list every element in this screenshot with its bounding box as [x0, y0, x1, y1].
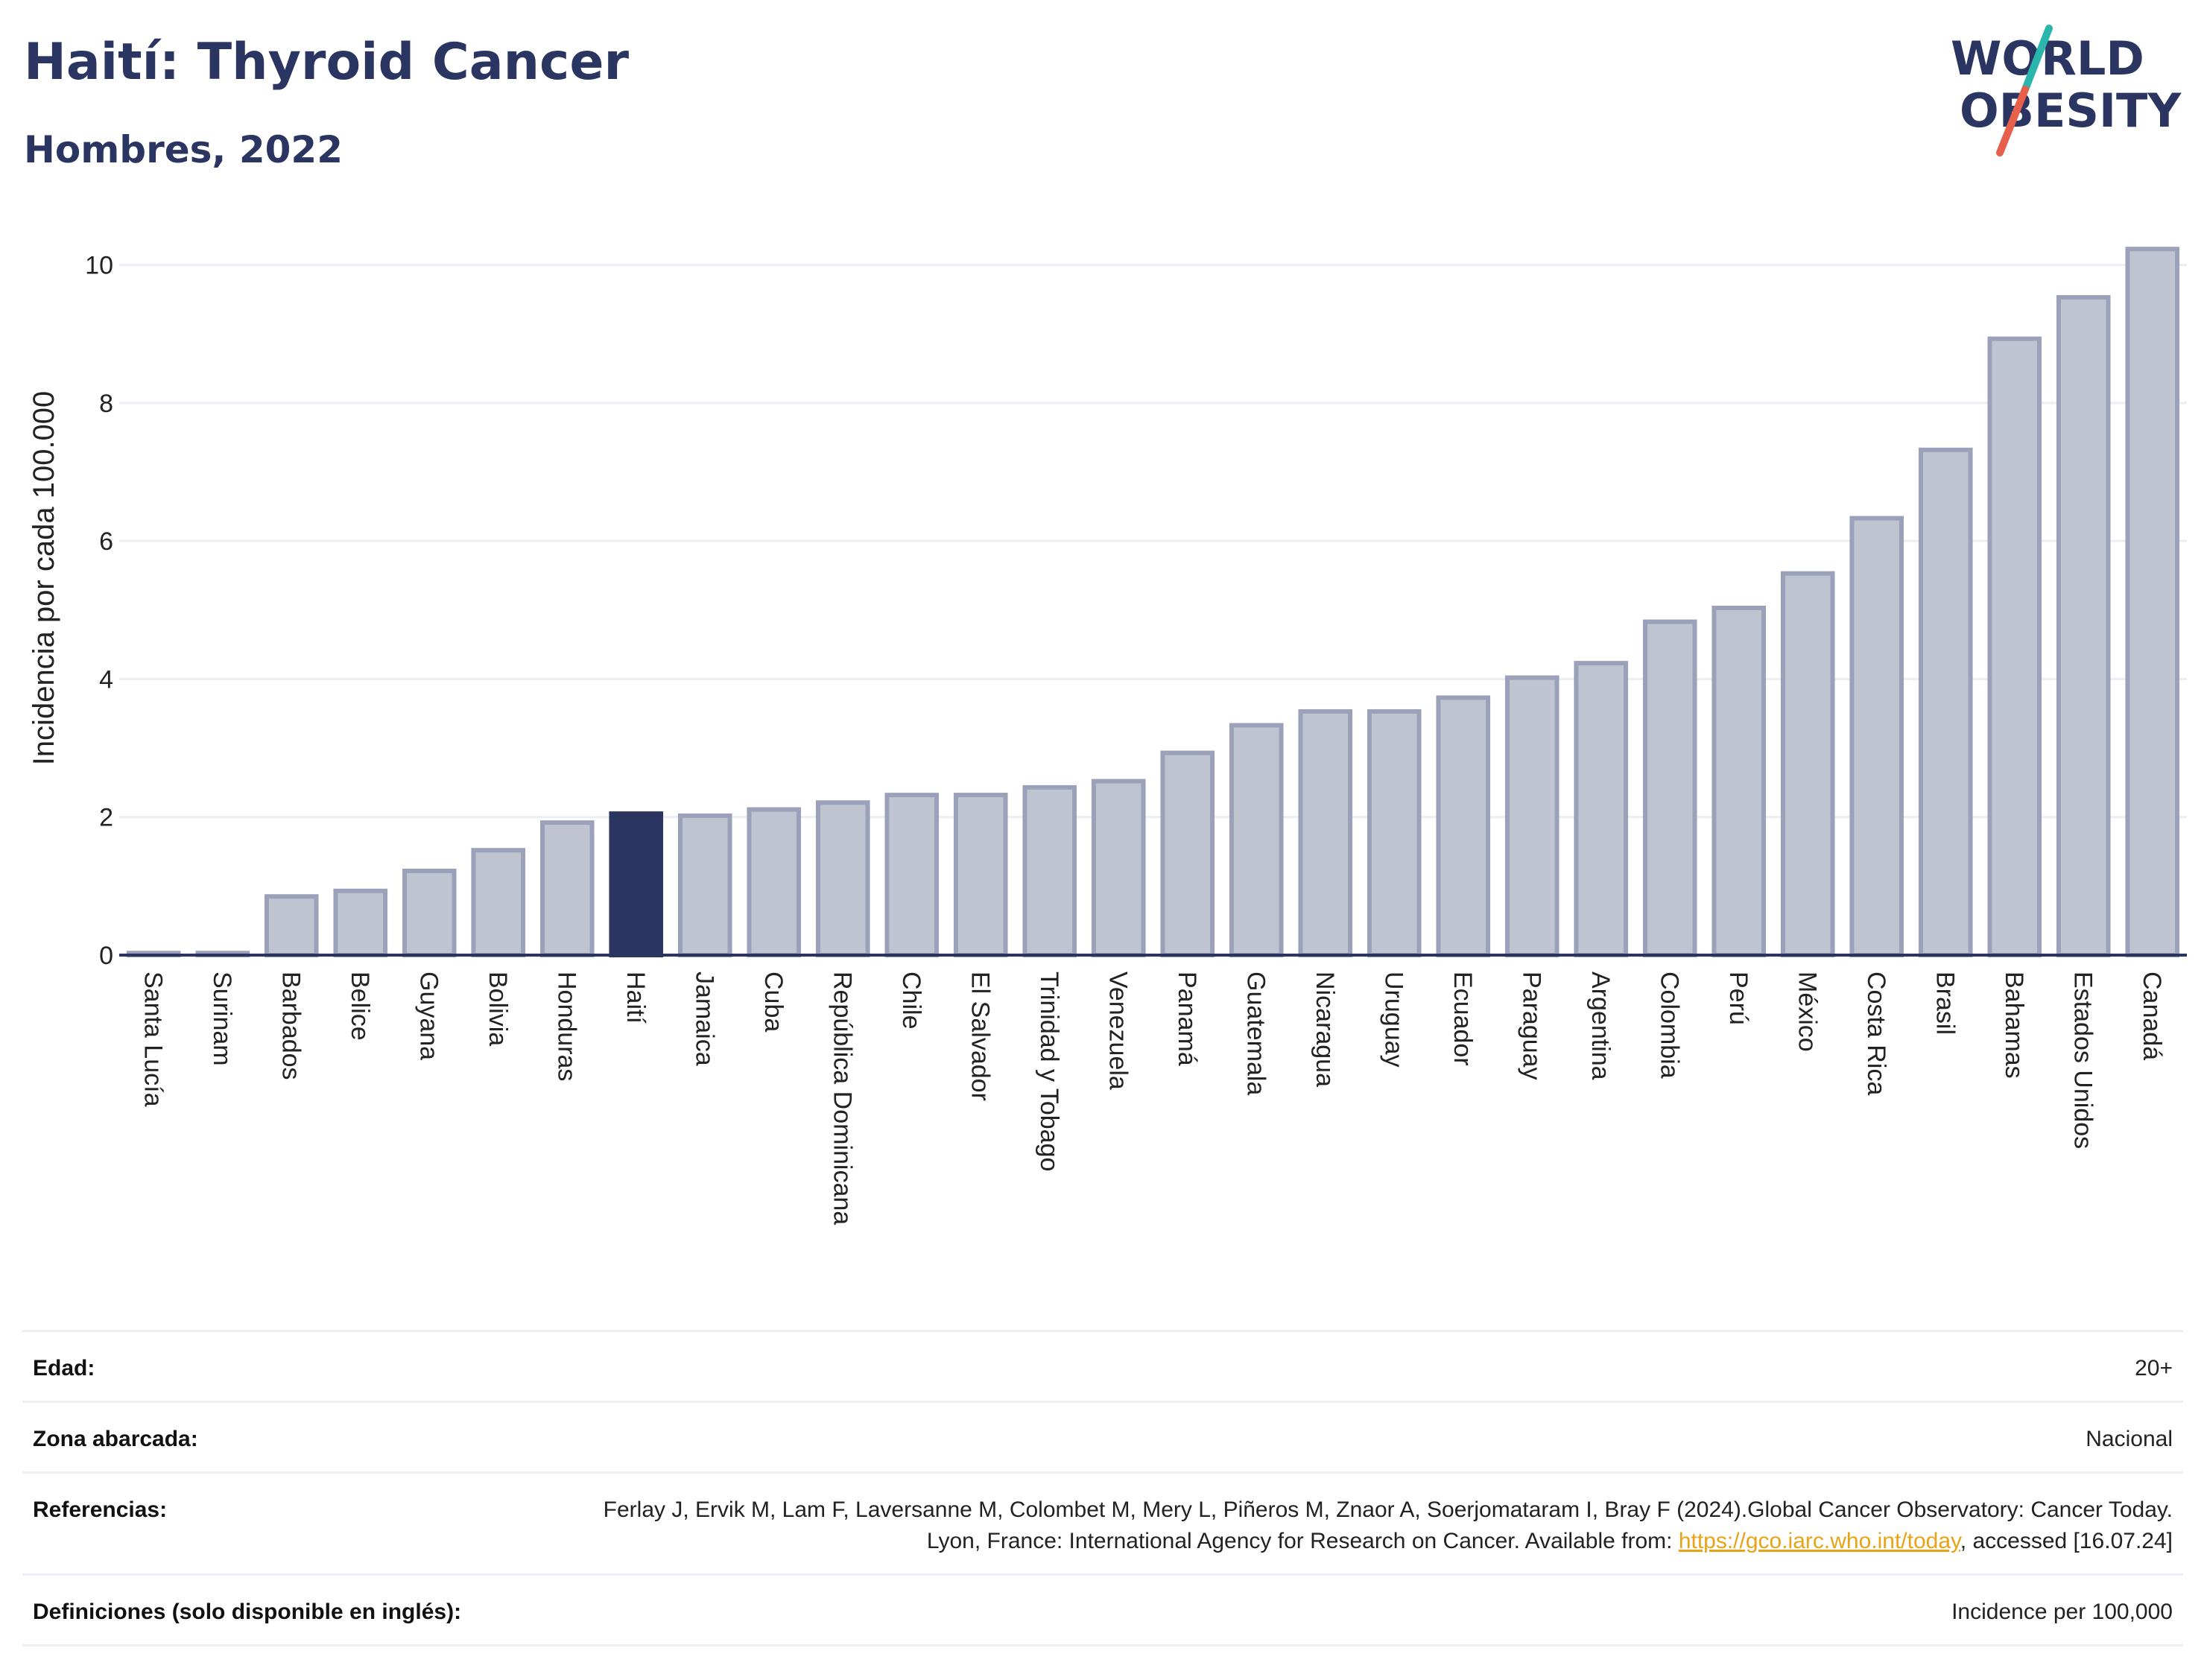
references-label: Referencias: [33, 1497, 168, 1522]
x-tick-label: Honduras [552, 971, 580, 1081]
x-tick-label: México [1793, 971, 1821, 1052]
x-tick-label: Bolivia [484, 971, 512, 1046]
references-value: Ferlay J, Ervik M, Lam F, Laversanne M, … [571, 1494, 2173, 1557]
bar [609, 811, 664, 958]
x-tick-label: Argentina [1586, 971, 1615, 1080]
bar [333, 888, 388, 957]
logo-line2: OBESITY [1960, 83, 2182, 138]
bar [677, 813, 732, 957]
x-tick-label: Jamaica [690, 971, 718, 1066]
bar [747, 807, 802, 957]
bar-chart: 0 2 4 6 8 10 Santa Lucía Surinam Barbados Belice… [28, 247, 2187, 1225]
y-tick-label: 6 [99, 527, 113, 556]
logo-slash-bottom [1996, 86, 2029, 156]
bar [1229, 723, 1284, 957]
x-tick-label: Estados Unidos [2068, 971, 2097, 1149]
y-axis-title: Incidencia por cada 100.000 [28, 391, 60, 766]
chart-subtitle: Hombres, 2022 [24, 128, 343, 171]
info-row-age: Edad: 20+ [22, 1330, 2183, 1401]
bars [126, 247, 2180, 958]
bar [1711, 606, 1767, 957]
x-tick-label: República Dominicana [828, 971, 856, 1225]
bar [815, 800, 870, 957]
x-tick-label: Trinidad y Tobago [1035, 971, 1063, 1171]
bar [1987, 336, 2042, 958]
bar [2056, 295, 2111, 957]
y-tick-label: 8 [99, 390, 113, 418]
x-tick-label: Barbados [276, 971, 305, 1080]
x-tick-label: Panamá [1173, 971, 1201, 1066]
y-tick-label: 10 [85, 252, 113, 280]
bar [1160, 750, 1215, 957]
definitions-label: Definiciones (solo disponible en inglés)… [33, 1600, 462, 1624]
bar [402, 868, 457, 958]
chart-title: Haití: Thyroid Cancer [24, 33, 629, 92]
area-value: Nacional [2086, 1427, 2173, 1451]
x-tick-label: Brasil [1931, 971, 1959, 1035]
x-tick-label: El Salvador [966, 971, 994, 1101]
references-tail: , accessed [16.07.24] [1960, 1529, 2173, 1553]
bar [1780, 571, 1835, 957]
world-obesity-logo: WORLD OBESITY [1951, 25, 2182, 156]
bar [1091, 779, 1146, 958]
x-tick-label: Nicaragua [1311, 971, 1339, 1087]
x-tick-label: Guyana [414, 971, 443, 1060]
bar [2125, 247, 2180, 957]
bar [884, 793, 940, 957]
bar [1918, 447, 1973, 957]
bar [953, 793, 1008, 957]
x-tick-label: Perú [1724, 971, 1752, 1025]
bar [1298, 709, 1353, 957]
x-axis-labels: Santa Lucía Surinam Barbados Belice Guyana Bo… [139, 971, 2166, 1225]
x-tick-label: Costa Rica [1862, 971, 1890, 1095]
x-tick-label: Ecuador [1448, 971, 1477, 1066]
age-label: Edad: [33, 1356, 95, 1381]
references-link[interactable]: https://gco.iarc.who.int/today [1678, 1529, 1960, 1553]
age-value: 20+ [2135, 1356, 2173, 1381]
bar [1642, 619, 1697, 957]
references-text: Ferlay J, Ervik M, Lam F, Laversanne M, … [603, 1497, 2173, 1553]
bar [1504, 675, 1559, 957]
bar [1022, 784, 1077, 957]
area-label: Zona abarcada: [33, 1427, 198, 1451]
info-row-area: Zona abarcada: Nacional [22, 1401, 2183, 1471]
bar [264, 894, 319, 958]
x-tick-label: Guatemala [1241, 971, 1270, 1095]
bar [1574, 661, 1629, 957]
x-tick-label: Haití [621, 971, 650, 1024]
x-tick-label: Colombia [1655, 971, 1683, 1079]
y-tick-label: 2 [99, 804, 113, 832]
x-tick-label: Chile [897, 971, 925, 1029]
grid-lines [119, 264, 2187, 819]
definitions-value: Incidence per 100,000 [1951, 1600, 2173, 1624]
x-tick-label: Venezuela [1103, 971, 1132, 1090]
bar [471, 848, 526, 958]
x-tick-label: Santa Lucía [139, 971, 167, 1107]
x-tick-label: Surinam [208, 971, 236, 1066]
y-tick-label: 0 [99, 942, 113, 970]
x-tick-label: Canadá [2138, 971, 2166, 1060]
x-tick-label: Belice [346, 971, 374, 1041]
x-tick-label: Uruguay [1379, 971, 1407, 1068]
logo-slash-top [2021, 25, 2053, 93]
bar [1849, 516, 1904, 957]
x-tick-label: Paraguay [1517, 971, 1545, 1080]
info-row-references: Referencias: Ferlay J, Ervik M, Lam F, L… [22, 1471, 2183, 1573]
y-axis-ticks: 0 2 4 6 8 10 [85, 252, 113, 970]
bar [1367, 709, 1422, 957]
bar [1436, 695, 1491, 957]
x-tick-label: Cuba [759, 971, 788, 1032]
x-tick-label: Bahamas [2000, 971, 2028, 1079]
bar [539, 820, 595, 957]
y-tick-label: 4 [99, 665, 113, 694]
info-table: Edad: 20+ Zona abarcada: Nacional Refere… [22, 1330, 2183, 1646]
info-row-definitions: Definiciones (solo disponible en inglés)… [22, 1573, 2183, 1646]
